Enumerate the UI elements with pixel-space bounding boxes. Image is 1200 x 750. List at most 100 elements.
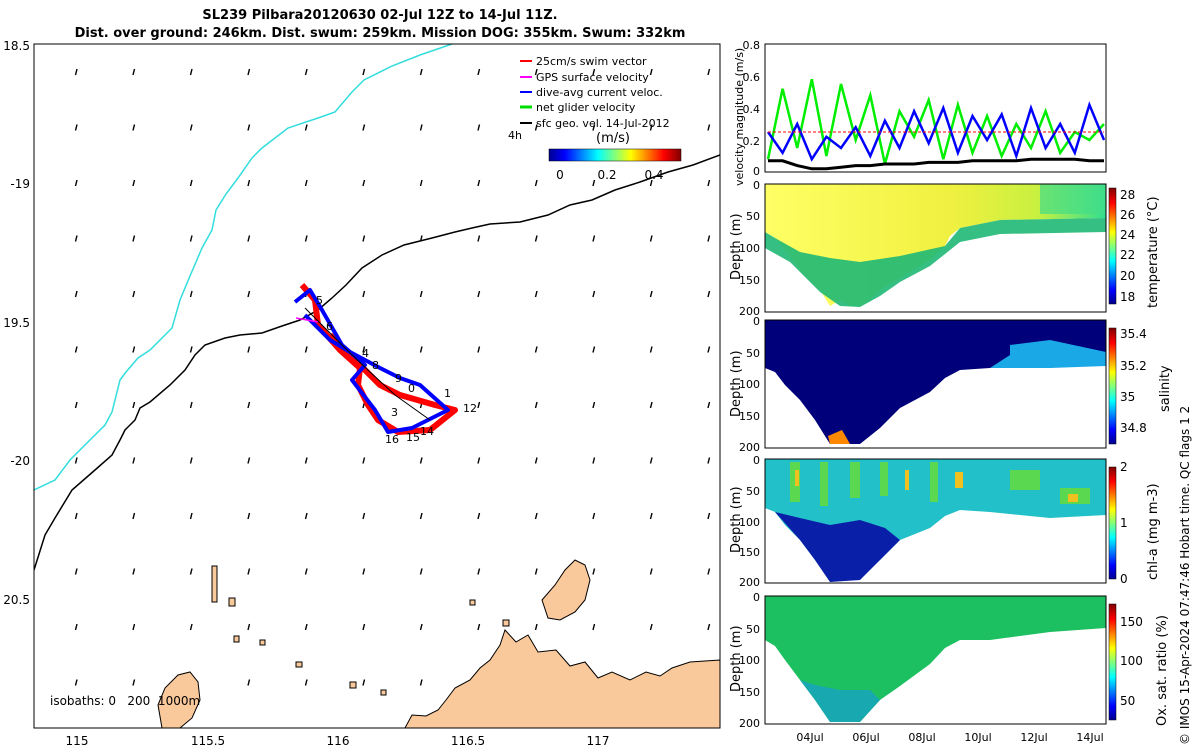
date-tick: 10Jul — [964, 731, 991, 744]
chlorophyll-deep — [775, 512, 900, 582]
salinity-bottom — [828, 430, 850, 444]
cbar-tick: 35 — [1120, 390, 1135, 404]
vector-arrow — [649, 512, 653, 520]
cbar-tick: 1 — [1120, 516, 1128, 530]
vector-arrow — [74, 124, 78, 131]
colorbar-label: chl-a (mg m-3) — [1146, 483, 1161, 580]
legend-label: 25cm/s swim vector — [536, 55, 647, 68]
vector-arrow — [649, 290, 653, 298]
vector-arrow — [74, 512, 78, 520]
date-tick: 12Jul — [1020, 731, 1047, 744]
vector-arrow — [707, 568, 711, 575]
vector-arrow — [534, 179, 538, 187]
vector-arrow — [189, 68, 193, 76]
depth-tick: 200 — [739, 717, 760, 730]
vector-arrow — [477, 401, 481, 409]
depth-tick: 0 — [753, 454, 760, 467]
land-island — [157, 671, 201, 728]
cbar-tick: 35.2 — [1120, 359, 1147, 373]
vector-arrow — [419, 623, 423, 631]
map-y-tick: -20 — [10, 454, 30, 468]
cbar-tick: 28 — [1120, 188, 1135, 202]
day-label: 9 — [395, 372, 402, 385]
temperature-warm-band — [1040, 184, 1106, 214]
map-x-tick: 117 — [587, 734, 610, 748]
vector-arrow — [247, 568, 251, 575]
vector-arrow — [189, 124, 193, 131]
vector-arrow — [247, 68, 251, 76]
vector-arrow — [477, 68, 481, 76]
vector-field — [74, 68, 711, 686]
vector-arrow — [132, 568, 136, 575]
vector-arrow — [304, 568, 308, 575]
cbar-tick: 50 — [1120, 694, 1135, 708]
salinity-y-axis: 0 50 100 150 200 Depth (m) — [729, 315, 760, 454]
vector-arrow — [534, 68, 538, 76]
vector-arrow — [304, 124, 308, 131]
cbar-tick: 35.4 — [1120, 327, 1147, 341]
depth-label: Depth (m) — [729, 625, 744, 692]
vector-arrow — [362, 568, 366, 575]
vector-arrow — [534, 290, 538, 298]
vector-arrow — [304, 457, 308, 464]
vector-arrow — [707, 290, 711, 298]
map-panel: 115 115.5 116 116.5 117 18.5 -19 19.5 -2… — [3, 39, 721, 748]
salinity-colorbar — [1108, 327, 1117, 445]
velocity-series-line — [768, 157, 1104, 171]
vector-arrow — [707, 68, 711, 76]
depth-tick: 200 — [739, 441, 760, 454]
isobath-200m — [34, 44, 453, 491]
vector-arrow — [304, 68, 308, 76]
vector-arrow — [477, 179, 481, 187]
vector-arrow — [74, 290, 78, 298]
vector-arrow — [592, 568, 596, 575]
velocity-series-line — [766, 101, 1106, 162]
map-x-tick: 116.5 — [451, 734, 485, 748]
vector-arrow — [592, 457, 596, 464]
vector-arrow — [534, 623, 538, 631]
vector-arrow — [707, 124, 711, 131]
velocity-panel: 0.8 0.6 0.4 0.2 0 velocity magnitude (m/… — [733, 39, 1107, 186]
day-label: 8 — [372, 359, 379, 372]
vector-arrow — [304, 679, 308, 686]
oxygen-deep — [800, 680, 880, 722]
vector-arrow — [247, 124, 251, 131]
vector-arrow — [592, 235, 596, 242]
day-label: 1 — [444, 387, 451, 400]
vector-arrow — [304, 512, 308, 520]
cbar-tick: 24 — [1120, 228, 1135, 242]
colorbar-unit: (m/s) — [596, 131, 630, 146]
depth-tick: 50 — [746, 210, 760, 223]
depth-tick: 100 — [739, 378, 760, 391]
vector-arrow — [649, 568, 653, 575]
track-day-labels: 5 6 4 8 9 0 1 12 3 14 15 16 — [316, 294, 477, 446]
vector-arrow — [419, 179, 423, 187]
cbar-tick: 20 — [1120, 269, 1135, 283]
map-y-tick: 20.5 — [3, 593, 30, 607]
vector-arrow — [247, 679, 251, 686]
vector-arrow — [362, 512, 366, 520]
vector-arrow — [74, 235, 78, 242]
vel-y-tick: 0.4 — [743, 103, 761, 116]
temperature-colorbar-ticks: 28 26 24 22 20 18 temperature (°C) — [1120, 188, 1161, 308]
vector-arrow — [189, 512, 193, 520]
small-islands — [211, 565, 510, 696]
vector-arrow — [419, 124, 423, 131]
vector-arrow — [247, 179, 251, 187]
vector-arrow — [419, 568, 423, 575]
vector-arrow — [419, 679, 423, 686]
vector-arrow — [74, 68, 78, 76]
vector-arrow — [74, 679, 78, 686]
land-peninsula — [541, 559, 591, 621]
cbar-tick: 18 — [1120, 290, 1135, 304]
vector-arrow — [592, 346, 596, 353]
depth-tick: 100 — [739, 242, 760, 255]
current-vectors — [293, 288, 450, 434]
map-legend: 25cm/s swim vector GPS surface velocity … — [508, 55, 682, 182]
date-x-axis: 04Jul 06Jul 08Jul 10Jul 12Jul 14Jul — [796, 731, 1103, 744]
isobath-1000m — [34, 154, 720, 571]
vector-arrow — [419, 346, 423, 353]
vector-arrow — [247, 623, 251, 631]
vector-arrow — [362, 679, 366, 686]
